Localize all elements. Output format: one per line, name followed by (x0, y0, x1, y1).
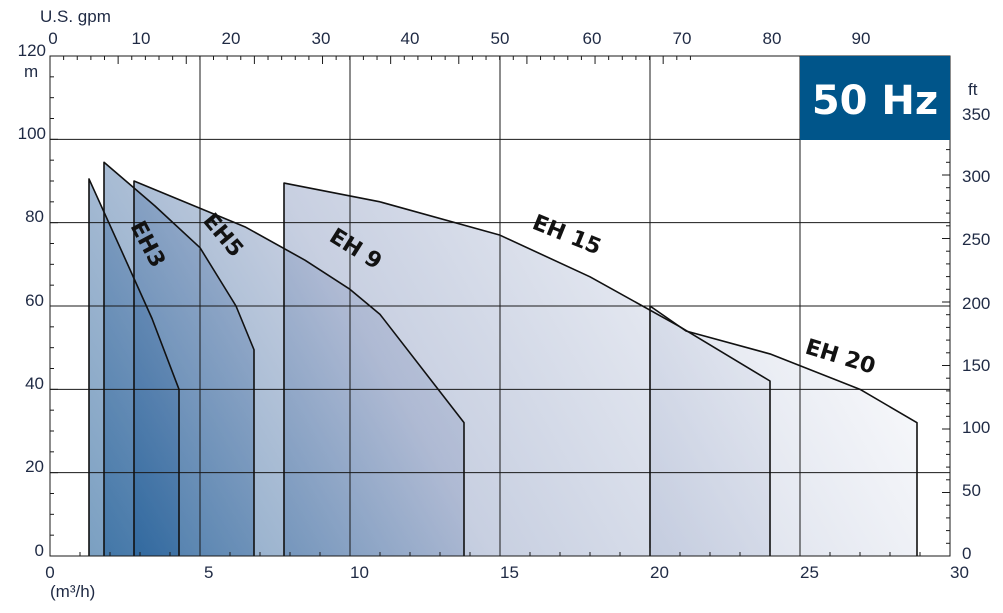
ft-tick-label: 0 (962, 544, 971, 563)
curve-eh9 (133, 180, 465, 556)
x-tick-label: 15 (500, 563, 519, 582)
frequency-badge-label: 50 Hz (812, 78, 938, 124)
ft-tick-label: 300 (962, 167, 990, 186)
ft-tick-label: 50 (962, 481, 981, 500)
gpm-tick-label: 30 (312, 29, 331, 48)
curve-eh3 (88, 178, 180, 556)
left-axis-tick-labels: 0 20 40 60 80 100 120 (18, 41, 46, 560)
x-tick-label: 5 (204, 563, 213, 582)
x-tick-label: 25 (800, 563, 819, 582)
top-axis-tick-labels: 0 10 20 30 40 50 60 70 80 90 (48, 29, 870, 48)
y-tick-label: 60 (25, 291, 44, 310)
frequency-badge (800, 56, 950, 140)
right-axis-unit: ft (968, 80, 978, 99)
ft-tick-label: 250 (962, 230, 990, 249)
y-tick-label: 80 (25, 207, 44, 226)
gpm-tick-label: 50 (491, 29, 510, 48)
gpm-tick-label: 80 (763, 29, 782, 48)
bottom-axis-tick-labels: 0 5 10 15 20 25 30 (45, 563, 969, 582)
y-tick-label: 20 (25, 457, 44, 476)
curve-eh5 (103, 161, 255, 556)
gpm-tick-label: 70 (673, 29, 692, 48)
x-tick-label: 0 (45, 563, 54, 582)
ft-tick-label: 150 (962, 356, 990, 375)
y-tick-label: 40 (25, 374, 44, 393)
gpm-tick-label: 0 (48, 29, 57, 48)
gpm-tick-label: 90 (852, 29, 871, 48)
top-axis-unit: U.S. gpm (40, 7, 111, 26)
curve-eh20 (649, 305, 918, 556)
y-tick-label: 120 (18, 41, 46, 60)
curve-lines (88, 161, 918, 556)
bottom-axis-unit: (m³/h) (50, 582, 95, 601)
y-tick-label: 100 (18, 124, 46, 143)
curve-eh15 (283, 182, 771, 556)
gpm-tick-label: 20 (222, 29, 241, 48)
y-tick-label: 0 (35, 541, 44, 560)
minor-ticks (49, 55, 951, 557)
right-axis-tick-labels: 0 50 100 150 200 250 300 350 (962, 105, 990, 563)
left-axis-unit: m (24, 62, 38, 81)
x-tick-label: 30 (950, 563, 969, 582)
gpm-tick-label: 10 (132, 29, 151, 48)
gpm-tick-label: 60 (583, 29, 602, 48)
x-tick-label: 10 (350, 563, 369, 582)
gpm-tick-label: 40 (401, 29, 420, 48)
ft-tick-label: 100 (962, 418, 990, 437)
ft-tick-label: 200 (962, 294, 990, 313)
x-tick-label: 20 (650, 563, 669, 582)
ft-tick-label: 350 (962, 105, 990, 124)
